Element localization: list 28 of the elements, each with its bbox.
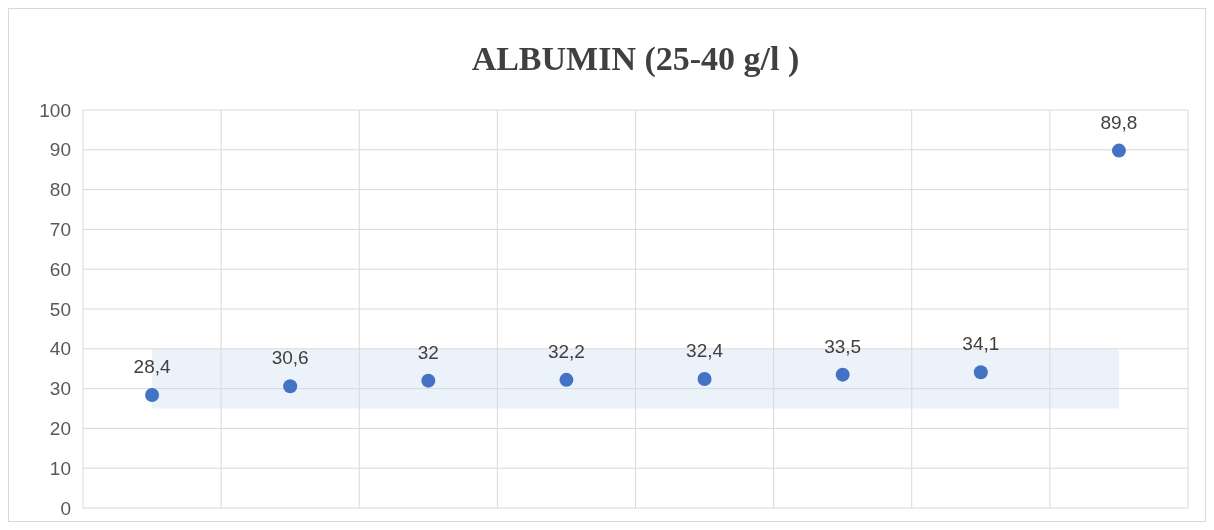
- point: [973, 365, 988, 380]
- data-label: 89,8: [1100, 111, 1138, 133]
- y-tick-label: 20: [49, 418, 71, 440]
- y-tick-label: 0: [60, 497, 71, 519]
- point: [559, 372, 574, 387]
- data-label: 34,1: [962, 333, 1000, 355]
- y-tick-label: 60: [49, 258, 71, 280]
- y-tick-label: 50: [49, 298, 71, 320]
- point: [421, 373, 436, 388]
- data-label: 33,5: [824, 335, 862, 357]
- y-tick-label: 40: [49, 338, 71, 360]
- y-tick-label: 70: [49, 219, 71, 241]
- point: [145, 387, 160, 402]
- data-label: 28,4: [133, 355, 171, 377]
- y-tick-label: 80: [49, 179, 71, 201]
- data-label: 32: [417, 341, 439, 363]
- point: [835, 367, 850, 382]
- point: [283, 379, 298, 394]
- data-label: 32,2: [547, 340, 585, 362]
- data-label: 32,4: [686, 340, 724, 362]
- data-label: 30,6: [271, 347, 309, 369]
- y-tick-label: 90: [49, 139, 71, 161]
- y-tick-label: 30: [49, 378, 71, 400]
- point: [697, 372, 712, 387]
- chart-title: ALBUMIN (25-40 g/l ): [471, 40, 800, 78]
- point: [1111, 143, 1126, 158]
- y-tick-label: 100: [39, 99, 71, 121]
- y-tick-label: 10: [49, 457, 71, 479]
